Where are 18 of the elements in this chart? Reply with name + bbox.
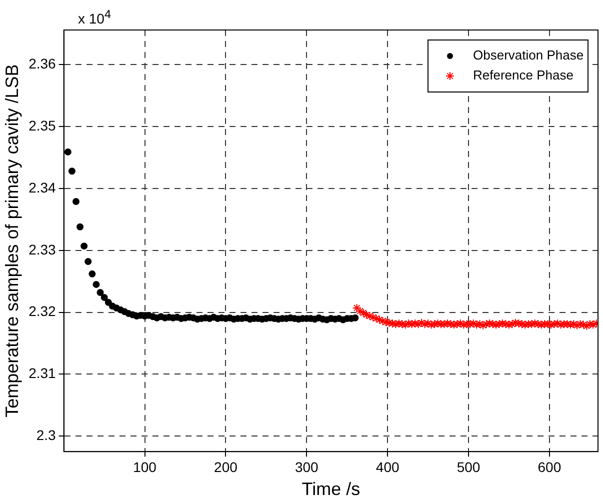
y-axis-title: Temperature samples of primary cavity /LSB <box>2 64 22 418</box>
x-axis-title: Time /s <box>302 479 360 500</box>
x-tick-label: 300 <box>294 458 319 475</box>
x-tick-label: 500 <box>456 458 480 475</box>
y-tick-label: 2.33 <box>28 241 56 258</box>
legend-label: Reference Phase <box>473 68 574 83</box>
x-tick-label: 400 <box>376 458 400 475</box>
y-tick-label: 2.35 <box>28 117 56 134</box>
x-tick-label: 200 <box>214 458 238 475</box>
y-tick-label: 2.3 <box>36 426 56 443</box>
legend-label: Observation Phase <box>473 48 584 63</box>
x-tick-label: 600 <box>538 458 562 475</box>
x-tick-label: 100 <box>133 458 157 475</box>
y-tick-label: 2.31 <box>28 365 56 382</box>
text: x 10$^{4}$ <box>78 8 111 27</box>
y-tick-label: 2.36 <box>28 56 56 72</box>
y-tick-label: 2.34 <box>28 179 56 196</box>
y-tick-label: 2.32 <box>28 303 56 320</box>
